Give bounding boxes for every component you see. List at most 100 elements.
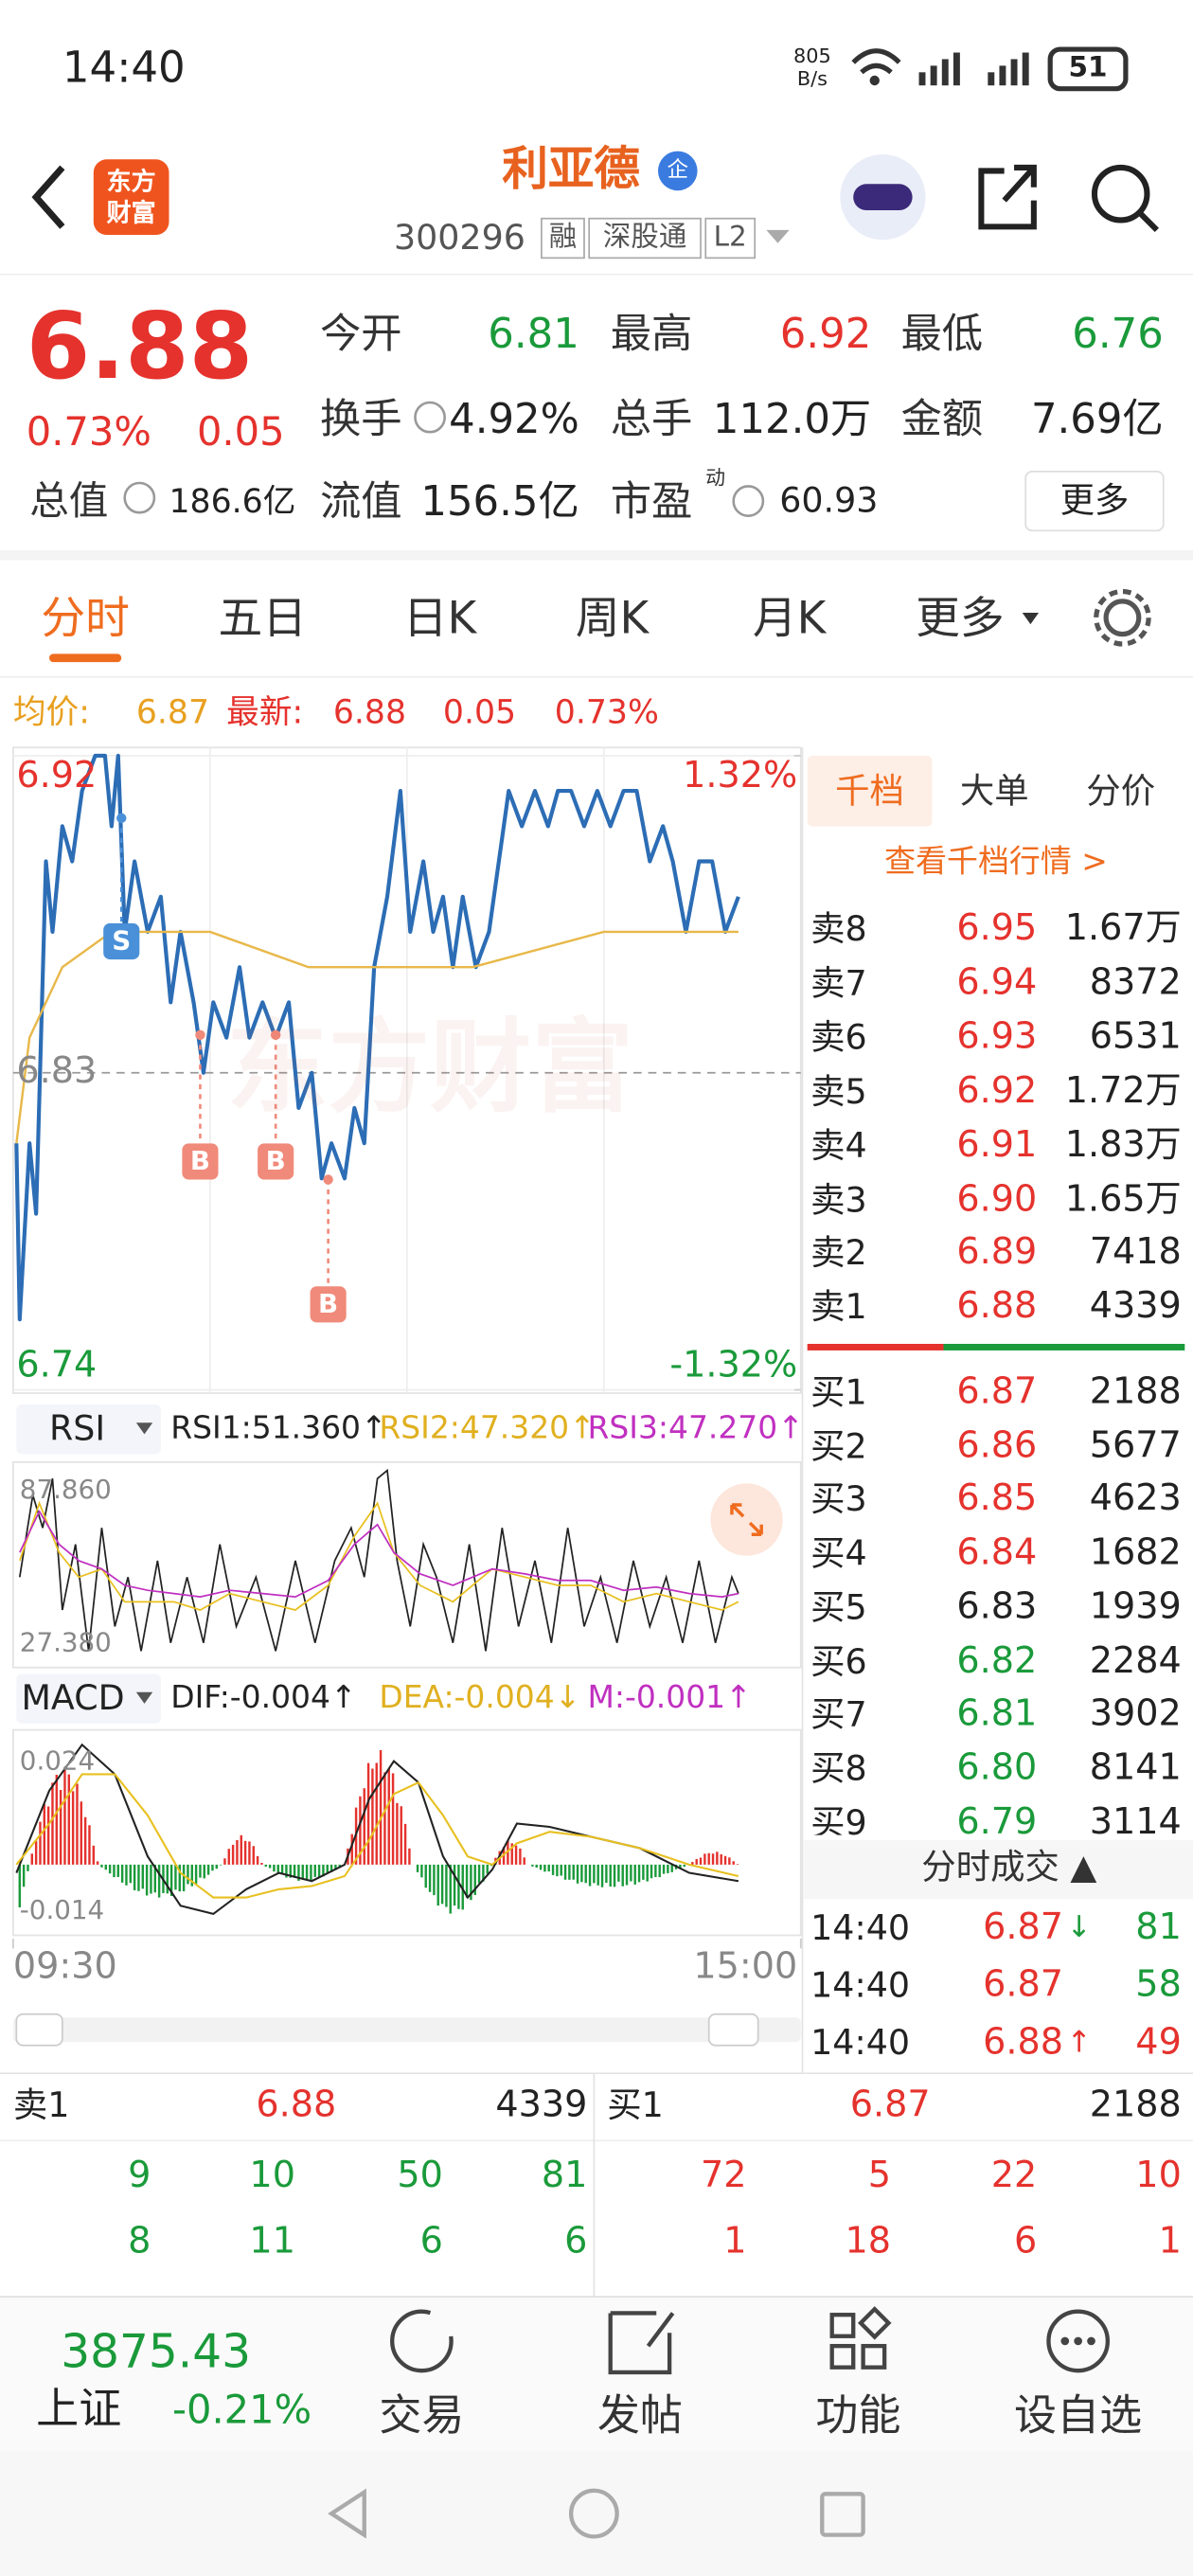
signal-box xyxy=(310,1286,347,1323)
field-value: 156.5亿 xyxy=(420,476,579,526)
ask-label: 卖2 xyxy=(810,1233,867,1274)
book-tab[interactable]: 分价 xyxy=(1086,771,1156,812)
signal-box xyxy=(258,1143,294,1180)
scroll-handle[interactable] xyxy=(707,2012,759,2047)
indicator-name[interactable]: MACD xyxy=(21,1677,125,1718)
book-tab[interactable]: 大单 xyxy=(959,771,1029,812)
trade-icon[interactable] xyxy=(390,2309,454,2373)
signal-dot xyxy=(116,813,127,824)
function-icon[interactable] xyxy=(829,2313,856,2338)
nav-item[interactable]: 设自选 xyxy=(1014,2391,1143,2442)
more-button-label[interactable]: 更多 xyxy=(1059,480,1130,521)
clock: 14:40 xyxy=(62,44,186,94)
rsi-low: 27.380 xyxy=(19,1626,112,1658)
system-recents[interactable] xyxy=(820,2492,865,2537)
index-change[interactable]: -0.21% xyxy=(171,2387,312,2434)
rsi-selector[interactable] xyxy=(16,1404,161,1455)
ask-price: 6.89 xyxy=(956,1232,1038,1275)
ask-label: 卖8 xyxy=(810,909,867,949)
ask-price: 6.93 xyxy=(956,1016,1038,1058)
ask-volume: 1.65万 xyxy=(1064,1178,1182,1221)
status-icons xyxy=(851,46,1129,92)
bid-list: 买1 6.87 2188 买2 6.86 5677 买3 6.85 4623 买4 6.84 1682… xyxy=(804,1357,1193,1835)
change-pct: 0.73% xyxy=(554,691,659,731)
period-tab[interactable]: 月K xyxy=(752,594,827,645)
ask-bar xyxy=(807,1343,944,1351)
ask-tick: 50 xyxy=(397,2155,443,2197)
signal-box xyxy=(103,922,140,960)
ask-price: 6.91 xyxy=(956,1124,1038,1166)
scroll-track[interactable] xyxy=(12,2017,801,2043)
tag-box xyxy=(704,217,757,259)
search-button[interactable] xyxy=(1091,164,1150,224)
bottom-nav-bg xyxy=(0,2297,1193,2452)
nav-icons xyxy=(390,2306,1111,2375)
watchlist-icon[interactable] xyxy=(1046,2309,1111,2373)
field-superscript: 动 xyxy=(705,466,726,490)
ask-label: 卖3 xyxy=(810,1179,867,1220)
signal-dot xyxy=(270,1029,281,1041)
period-tab[interactable]: 五日 xyxy=(218,594,308,645)
share-button[interactable] xyxy=(978,164,1037,230)
field-value: 112.0万 xyxy=(712,395,872,443)
bid-price: 6.87 xyxy=(956,1371,1038,1413)
field-label: 市盈 xyxy=(610,476,693,526)
ask-volume: 4339 xyxy=(1089,1286,1182,1329)
signal-box xyxy=(182,1143,219,1180)
post-icon[interactable] xyxy=(608,2311,675,2375)
bid-label: 买8 xyxy=(810,1748,867,1789)
ask-tick: 6 xyxy=(564,2221,588,2263)
macd-selector[interactable] xyxy=(16,1673,161,1724)
trades-title[interactable]: 分时成交 ▲ xyxy=(921,1847,1097,1887)
period-tab[interactable]: 更多 xyxy=(916,594,1005,645)
macd-low: -0.014 xyxy=(19,1894,105,1926)
settings-button[interactable] xyxy=(1103,599,1142,637)
period-tab[interactable]: 周K xyxy=(575,594,650,645)
settings-gear xyxy=(1094,588,1151,647)
back-button[interactable] xyxy=(31,165,65,229)
bid-tick: 22 xyxy=(990,2155,1038,2197)
nav-item[interactable]: 交易 xyxy=(379,2391,465,2442)
expand-button[interactable] xyxy=(710,1483,783,1556)
nav-item[interactable]: 功能 xyxy=(815,2391,901,2442)
y2-tick-label: -1.32% xyxy=(669,1345,798,1387)
signal-label: B xyxy=(265,1145,286,1177)
period-tab[interactable]: 分时 xyxy=(41,594,130,645)
bid-tick: 10 xyxy=(1135,2155,1182,2197)
trade-time: 14:40 xyxy=(810,2023,911,2063)
x-tick-label: 09:30 xyxy=(12,1946,117,1988)
y-tick-label: 6.83 xyxy=(16,1051,98,1093)
macd-m: M:-0.001↑ xyxy=(587,1679,752,1716)
y-tick-label: 6.92 xyxy=(16,755,98,797)
period-tab[interactable]: 日K xyxy=(402,594,477,645)
indicator-name[interactable]: RSI xyxy=(48,1408,106,1449)
bid-volume: 3114 xyxy=(1089,1801,1182,1835)
index-value[interactable]: 3875.43 xyxy=(61,2324,251,2379)
more-button[interactable] xyxy=(1024,470,1165,532)
scroll-handle[interactable] xyxy=(15,2012,63,2047)
system-nav xyxy=(0,2451,1193,2576)
dropdown-icon[interactable] xyxy=(766,229,790,243)
bid-tick: 1 xyxy=(1158,2221,1182,2263)
avatar-visor xyxy=(853,184,913,211)
signal-label: S xyxy=(112,924,132,957)
system-home[interactable] xyxy=(568,2488,619,2539)
ask-tick: 8 xyxy=(128,2221,151,2263)
signal-dot xyxy=(323,1174,333,1185)
ask-price: 6.94 xyxy=(956,962,1038,1004)
book-tab[interactable]: 千档 xyxy=(835,771,904,812)
bid-label: 买6 xyxy=(810,1640,867,1681)
depth-link[interactable]: 查看千档行情 > xyxy=(884,843,1108,880)
bid-volume: 4623 xyxy=(1089,1478,1182,1521)
bid-tick: 72 xyxy=(701,2155,747,2197)
dropdown-icon xyxy=(135,1691,153,1704)
bid-label: 买2 xyxy=(810,1426,867,1466)
index-name[interactable]: 上证 xyxy=(36,2385,122,2435)
bid-label: 买3 xyxy=(810,1479,867,1520)
macd-lines xyxy=(15,1743,739,1916)
bid-price: 6.80 xyxy=(956,1747,1038,1789)
system-back[interactable] xyxy=(328,2488,366,2539)
nav-item[interactable]: 发帖 xyxy=(596,2391,683,2442)
